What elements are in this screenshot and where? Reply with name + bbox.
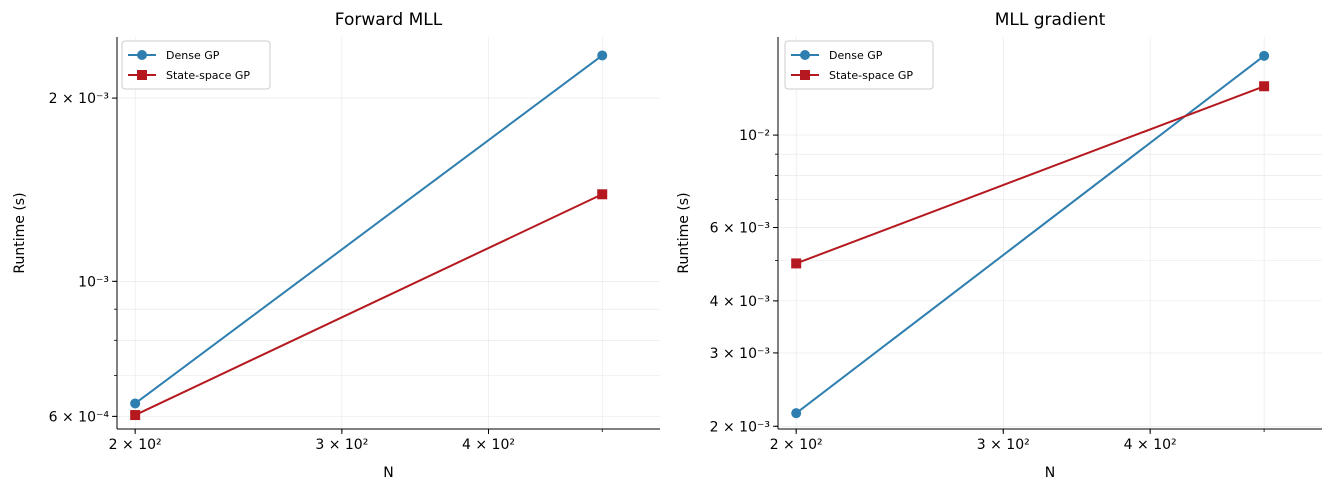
legend-item-state-space-gp: State-space GP bbox=[791, 69, 913, 82]
grid bbox=[778, 37, 1322, 429]
y-tick-label: 2 × 10⁻³ bbox=[49, 91, 109, 107]
series-line-dense-gp bbox=[795, 55, 1265, 414]
x-ticks: 2 × 10² 3 × 10² 4 × 10² bbox=[109, 429, 515, 453]
x-tick-label: 4 × 10² bbox=[1124, 437, 1177, 453]
data-point bbox=[1259, 81, 1270, 92]
chart-mll-gradient: 2 × 10² 3 × 10² 4 × 10² 2 × 10⁻³ 3 × 10⁻³ 4 … bbox=[676, 10, 1322, 481]
legend-box bbox=[121, 40, 271, 90]
y-tick-label: 4 × 10⁻³ bbox=[710, 294, 770, 310]
series-line-state-space-gp bbox=[795, 85, 1265, 265]
data-point bbox=[130, 410, 141, 421]
y-tick-label: 6 × 10⁻³ bbox=[710, 221, 770, 237]
legend-marker-square bbox=[800, 70, 810, 80]
x-axis-label: N bbox=[1045, 465, 1055, 481]
data-point bbox=[597, 189, 608, 200]
legend-label: Dense GP bbox=[829, 49, 883, 62]
x-tick-label: 3 × 10² bbox=[977, 437, 1030, 453]
x-tick-label: 4 × 10² bbox=[462, 437, 515, 453]
y-tick-label: 3 × 10⁻³ bbox=[710, 346, 770, 362]
data-point bbox=[1259, 50, 1270, 61]
grid bbox=[117, 37, 660, 429]
y-tick-label: 10⁻² bbox=[739, 128, 770, 144]
y-tick-label: 6 × 10⁻⁴ bbox=[49, 409, 110, 425]
series-line-dense-gp bbox=[134, 54, 603, 405]
y-axis-label: Runtime (s) bbox=[676, 192, 692, 273]
minor-ticks bbox=[114, 97, 603, 432]
legend-marker-circle bbox=[137, 50, 147, 60]
x-tick-label: 3 × 10² bbox=[315, 437, 368, 453]
x-tick-label: 2 × 10² bbox=[770, 437, 823, 453]
legend-marker-square bbox=[137, 70, 147, 80]
series-line-state-space-gp bbox=[134, 193, 603, 416]
data-point bbox=[597, 50, 608, 61]
legend: Dense GP State-space GP bbox=[121, 40, 271, 90]
legend-item-state-space-gp: State-space GP bbox=[128, 69, 250, 82]
y-tick-label: 2 × 10⁻³ bbox=[710, 419, 770, 435]
legend-item-dense-gp: Dense GP bbox=[128, 49, 220, 62]
legend: Dense GP State-space GP bbox=[784, 40, 934, 90]
legend-marker-circle bbox=[800, 50, 810, 60]
y-tick-label: 10⁻³ bbox=[78, 274, 109, 290]
chart-title: MLL gradient bbox=[995, 10, 1106, 30]
y-ticks: 6 × 10⁻⁴ 10⁻³ 2 × 10⁻³ bbox=[49, 91, 117, 425]
x-tick-label: 2 × 10² bbox=[109, 437, 162, 453]
legend-item-dense-gp: Dense GP bbox=[791, 49, 883, 62]
legend-label: Dense GP bbox=[166, 49, 220, 62]
y-ticks: 2 × 10⁻³ 3 × 10⁻³ 4 × 10⁻³ 6 × 10⁻³ 10⁻² bbox=[710, 128, 778, 435]
legend-label: State-space GP bbox=[166, 69, 250, 82]
y-axis-label: Runtime (s) bbox=[12, 192, 28, 273]
data-point bbox=[791, 408, 802, 419]
data-point bbox=[130, 398, 141, 409]
x-axis-label: N bbox=[383, 465, 393, 481]
x-ticks: 2 × 10² 3 × 10² 4 × 10² bbox=[770, 429, 1177, 453]
series bbox=[130, 50, 608, 421]
series bbox=[791, 50, 1270, 419]
chart-forward-mll: 2 × 10² 3 × 10² 4 × 10² 6 × 10⁻⁴ 10⁻³ 2 × 10… bbox=[12, 10, 660, 481]
legend-label: State-space GP bbox=[829, 69, 913, 82]
chart-title: Forward MLL bbox=[335, 10, 443, 30]
data-point bbox=[791, 258, 802, 269]
legend-box bbox=[784, 40, 934, 90]
